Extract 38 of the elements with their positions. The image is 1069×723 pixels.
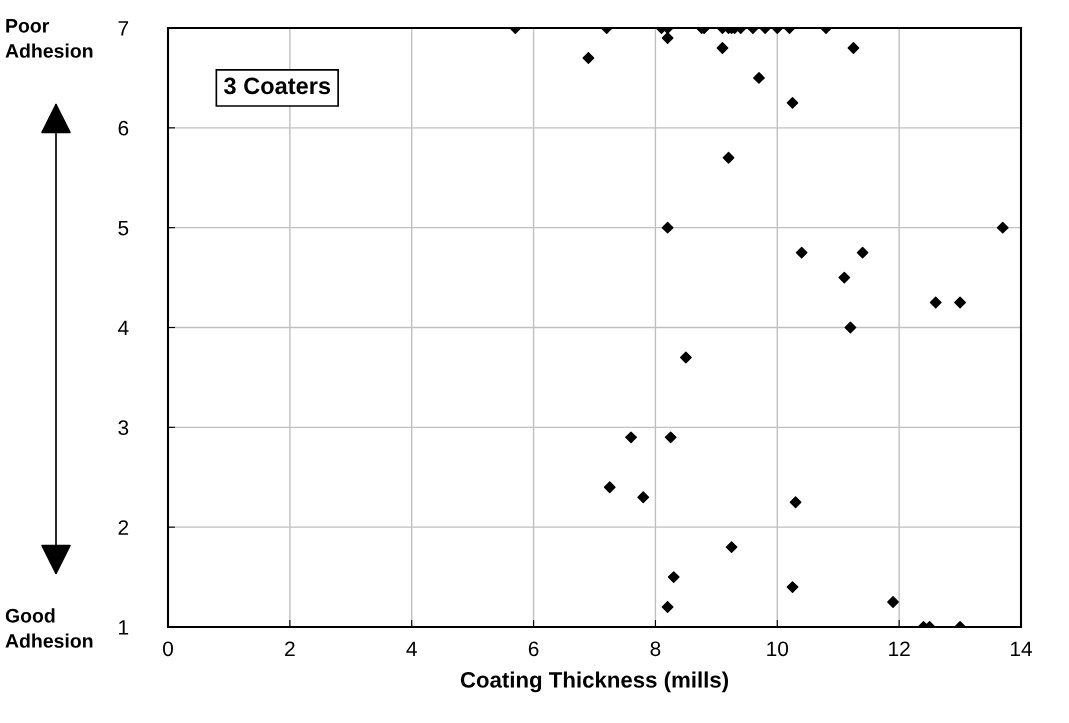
x-tick-label: 0 bbox=[163, 641, 173, 657]
point bbox=[856, 246, 869, 259]
point bbox=[786, 581, 799, 593]
point bbox=[664, 431, 677, 444]
y-tick-label: 4 bbox=[118, 320, 129, 336]
x-tick-label: 2 bbox=[285, 641, 295, 656]
point bbox=[725, 541, 738, 554]
y-tick-label: 6 bbox=[118, 120, 129, 136]
y-tick-label: 7 bbox=[118, 21, 129, 36]
point bbox=[887, 596, 899, 608]
point bbox=[795, 246, 808, 259]
x-tick-label: 4 bbox=[406, 641, 417, 656]
point bbox=[680, 351, 692, 364]
annotation: 3 Coaters bbox=[223, 77, 331, 95]
point bbox=[637, 491, 650, 504]
y-tick-label: 5 bbox=[118, 220, 129, 236]
point bbox=[603, 481, 616, 494]
x-tick-label: 14 bbox=[1011, 641, 1032, 656]
y-tick-label: 3 bbox=[118, 420, 129, 436]
point bbox=[996, 221, 1009, 234]
text: Poor Adhesion bbox=[5, 19, 93, 58]
point bbox=[789, 496, 802, 509]
point bbox=[661, 601, 674, 613]
y-tick-label: 1 bbox=[119, 620, 129, 635]
point bbox=[625, 431, 637, 444]
point bbox=[838, 271, 851, 284]
point bbox=[667, 571, 680, 583]
x-axis-title: Coating Thickness (mills) bbox=[460, 671, 728, 693]
point bbox=[844, 321, 857, 334]
text: Good Adhesion bbox=[5, 608, 93, 648]
x-tick-label: 6 bbox=[528, 641, 539, 657]
x-tick-label: 10 bbox=[767, 641, 789, 657]
point bbox=[661, 221, 674, 234]
x-tick-label: 12 bbox=[889, 641, 910, 656]
x-tick-label: 8 bbox=[650, 641, 661, 657]
point bbox=[929, 296, 942, 309]
y-tick-label: 2 bbox=[118, 520, 129, 535]
point bbox=[954, 296, 966, 309]
